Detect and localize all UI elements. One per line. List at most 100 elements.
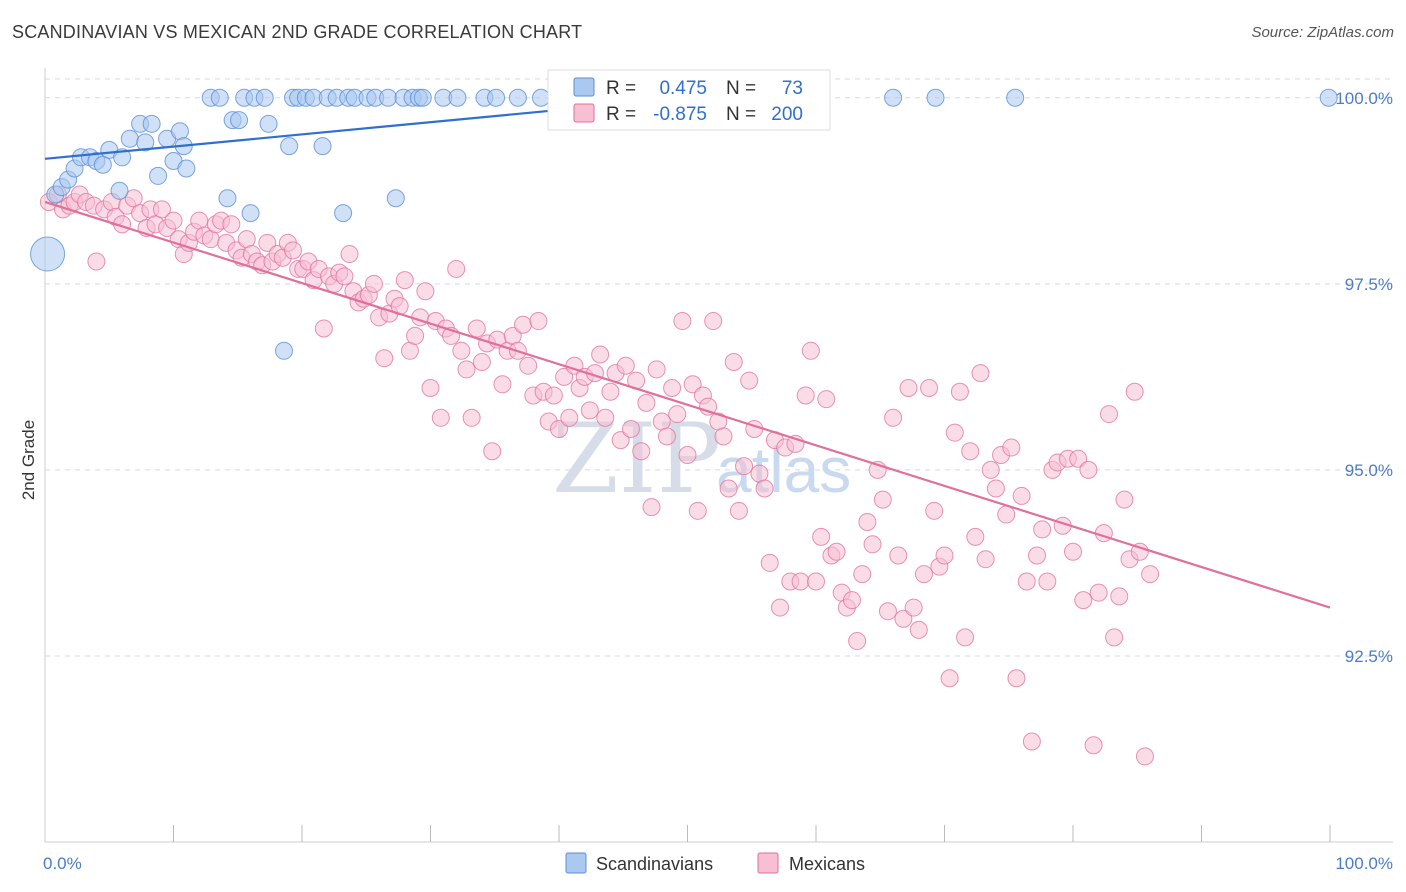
mexicans-point: [550, 419, 568, 438]
mexicans-point: [899, 379, 918, 398]
scandinavians-point: [275, 341, 294, 360]
scandinavians-point: [142, 114, 161, 133]
legend-r-label-1: R =: [606, 78, 636, 99]
legend-n-value-2: 200: [771, 104, 803, 125]
mexicans-point: [647, 360, 666, 379]
scandinavians-point: [508, 88, 527, 107]
legend-r-value-1: 0.475: [659, 78, 707, 99]
mexicans-point: [724, 352, 743, 371]
x-tick-label-min: 0.0%: [43, 854, 82, 873]
mexicans-point: [611, 431, 630, 450]
scandinavians-point: [255, 88, 274, 107]
scandinavians-point: [136, 133, 155, 152]
mexicans-point: [472, 352, 491, 371]
mexicans-point: [375, 349, 394, 368]
mexicans-point: [1110, 587, 1129, 606]
mexicans-point: [914, 565, 933, 584]
mexicans-point: [801, 341, 820, 360]
mexicans-point: [863, 535, 882, 554]
scandinavians-series: [30, 88, 1338, 360]
y-tick-label: 100.0%: [1335, 89, 1393, 108]
mexicans-point: [1135, 747, 1154, 766]
mexicans-point: [340, 245, 359, 264]
mexicans-point: [945, 423, 964, 442]
mexicans-point: [657, 427, 676, 446]
mexicans-point: [1099, 405, 1118, 424]
mexicans-point: [760, 553, 779, 572]
mexicans-point: [406, 326, 425, 345]
mexicans-point: [678, 446, 697, 464]
mexicans-point: [858, 512, 877, 531]
mexicans-point: [258, 233, 277, 252]
legend-swatch-mexicans: [573, 103, 595, 123]
y-tick-label: 92.5%: [1345, 647, 1393, 666]
mexicans-point: [873, 490, 892, 509]
scandinavians-point: [210, 88, 229, 107]
mexicans-point: [997, 505, 1016, 524]
mexicans-point: [284, 241, 303, 260]
mexicans-point: [519, 356, 538, 375]
mexicans-point: [1084, 736, 1103, 755]
mexicans-point: [1074, 591, 1093, 610]
mexicans-point: [621, 419, 640, 438]
mexicans-point: [164, 211, 183, 230]
mexicans-point: [529, 312, 548, 331]
mexicans-point: [925, 501, 944, 520]
bottom-legend-swatch-scandinavians: [565, 852, 587, 874]
scandinavians-point: [113, 148, 132, 167]
scandinavians-point: [448, 88, 467, 107]
mexicans-point: [591, 345, 610, 364]
mexicans-point: [416, 282, 435, 301]
mexicans-point: [560, 408, 579, 427]
mexicans-point: [1002, 438, 1021, 457]
mexicans-point: [796, 386, 815, 405]
mexicans-point: [812, 527, 831, 546]
mexicans-point: [1089, 583, 1108, 602]
mexicans-point: [616, 356, 635, 375]
mexicans-point: [544, 386, 563, 405]
series-legend: Scandinavians Mexicans: [565, 852, 865, 874]
scandinavians-point: [487, 88, 506, 107]
legend-n-label-1: N =: [726, 78, 756, 99]
mexicans-point: [976, 550, 995, 569]
mexicans-point: [1141, 565, 1160, 584]
mexicans-point: [642, 498, 661, 517]
mexicans-point: [1079, 460, 1098, 479]
x-tick-label-max: 100.0%: [1335, 854, 1393, 873]
mexicans-point: [719, 479, 738, 498]
scandinavians-point: [926, 88, 945, 107]
mexicans-point: [714, 427, 733, 446]
mexicans-point: [1017, 572, 1036, 591]
mexicans-point: [950, 382, 969, 401]
bottom-legend-swatch-mexicans: [757, 852, 779, 874]
scandinavians-point: [170, 122, 189, 141]
scandinavians-point: [93, 155, 112, 174]
mexicans-point: [791, 572, 810, 591]
mexicans-point: [152, 200, 171, 219]
legend-n-value-1: 73: [782, 78, 803, 99]
mexicans-point: [1012, 486, 1031, 505]
scandinavians-point: [334, 204, 353, 223]
mexicans-point: [1064, 542, 1082, 561]
mexicans-point: [940, 669, 959, 688]
y-axis-label: 2nd Grade: [19, 420, 38, 500]
scandinavians-point: [532, 88, 551, 107]
mexicans-point: [1069, 449, 1088, 468]
mexicans-point: [817, 390, 836, 409]
mexicans-point: [920, 379, 939, 398]
mexicans-point: [884, 408, 903, 427]
mexicans-point: [87, 252, 106, 271]
mexicans-point: [673, 312, 692, 331]
scandinavians-point: [30, 236, 66, 272]
mexicans-point: [807, 572, 825, 591]
mexicans-point: [909, 620, 928, 639]
mexicans-point: [735, 457, 754, 476]
mexicans-point: [1115, 490, 1134, 509]
mexicans-point: [1038, 572, 1057, 591]
mexicans-point: [827, 542, 846, 561]
mexicans-point: [683, 375, 702, 394]
scandinavians-point: [379, 88, 398, 107]
mexicans-point: [1125, 382, 1144, 401]
legend-r-label-2: R =: [606, 104, 636, 125]
